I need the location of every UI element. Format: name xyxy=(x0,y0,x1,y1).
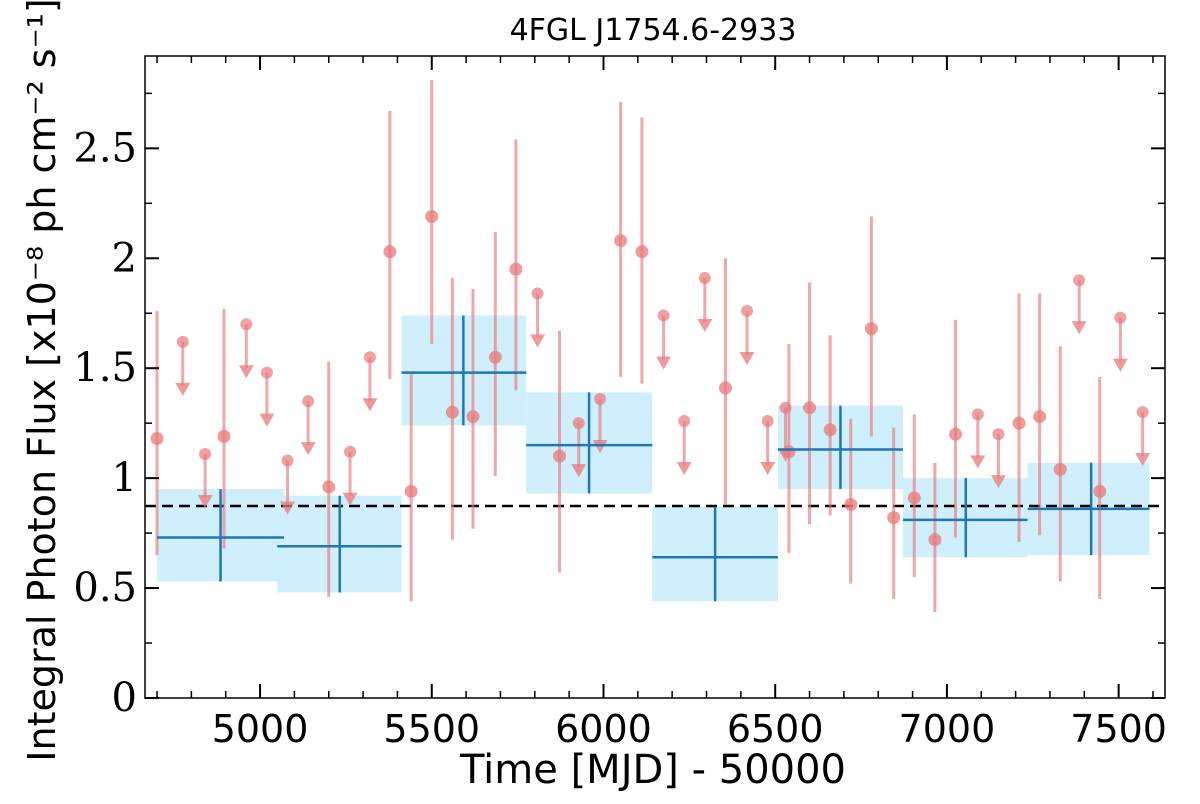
detection-point xyxy=(718,381,732,395)
upper-limit-arrowhead xyxy=(697,319,713,333)
detection-point xyxy=(823,423,837,437)
detection-point xyxy=(928,533,942,547)
y-tick-label: 2.5 xyxy=(73,125,137,171)
upper-limit-arrowhead xyxy=(1071,321,1087,335)
upper-limit-arrowhead xyxy=(259,413,275,427)
plot-frame xyxy=(144,55,1166,699)
upper-limit-arrowhead xyxy=(197,494,213,508)
y-tick-label: 2 xyxy=(112,235,137,281)
upper-limit-point xyxy=(1136,406,1149,419)
detection-point xyxy=(553,449,567,463)
detection-point xyxy=(844,498,858,512)
upper-limit-arrowhead xyxy=(300,442,316,456)
detection-point xyxy=(635,245,649,259)
detection-point xyxy=(803,401,817,415)
upper-limit-point xyxy=(657,309,670,322)
upper-limit-arrowhead xyxy=(238,365,254,379)
x-tick-label: 6500 xyxy=(727,707,824,751)
upper-limit-point xyxy=(678,414,691,427)
upper-limit-arrowhead xyxy=(778,448,794,462)
upper-limit-arrowhead xyxy=(592,439,608,453)
chart-title: 4FGL J1754.6-2933 xyxy=(510,13,797,48)
upper-limit-arrowhead xyxy=(760,461,776,475)
detection-point xyxy=(907,491,921,505)
upper-limit-point xyxy=(176,335,189,348)
upper-limit-arrowhead xyxy=(739,352,755,366)
axis-ticks: 5000 5500 6000 6500 7000 7500 0 0.5 1 1.5 2 2.5 xyxy=(73,56,1167,751)
upper-limit-arrowhead xyxy=(571,464,587,478)
x-tick-label: 7000 xyxy=(899,707,996,751)
short-bin-points xyxy=(150,80,1151,613)
upper-limit-arrowhead xyxy=(990,475,1006,489)
upper-limit-point xyxy=(1114,311,1127,324)
upper-limit-arrowhead xyxy=(1112,358,1128,372)
detection-point xyxy=(322,480,336,494)
upper-limit-arrowhead xyxy=(280,501,296,515)
upper-limit-point xyxy=(741,305,754,318)
upper-limit-point xyxy=(302,395,315,408)
detection-point xyxy=(509,262,523,276)
upper-limit-arrowhead xyxy=(362,398,378,412)
upper-limit-point xyxy=(240,318,253,331)
upper-limit-arrowhead xyxy=(656,356,672,370)
axes-frame xyxy=(144,55,1166,699)
detection-point xyxy=(150,432,164,446)
upper-limit-arrowhead xyxy=(1135,453,1151,467)
detection-point xyxy=(1093,484,1107,498)
x-axis-label: Time [MJD] - 50000 xyxy=(459,747,846,793)
detection-point xyxy=(887,511,901,525)
upper-limit-point xyxy=(531,287,544,300)
upper-limit-point xyxy=(594,392,607,405)
y-tick-label: 1.5 xyxy=(73,345,137,391)
detection-point xyxy=(949,427,963,441)
upper-limit-point xyxy=(572,417,585,430)
x-tick-label: 6000 xyxy=(555,707,652,751)
upper-limit-point xyxy=(992,428,1005,441)
detection-point xyxy=(1012,416,1026,430)
detection-point xyxy=(488,350,502,364)
detection-point xyxy=(466,410,480,424)
upper-limit-point xyxy=(363,351,376,364)
y-tick-label: 0 xyxy=(112,675,137,721)
upper-limit-point xyxy=(698,272,711,285)
detection-point xyxy=(425,210,439,223)
y-tick-label: 1 xyxy=(112,455,137,501)
detection-point xyxy=(445,405,459,419)
upper-limit-arrowhead xyxy=(175,382,191,396)
long-bin-markers xyxy=(157,315,1150,602)
detection-point xyxy=(1033,410,1047,424)
upper-limit-point xyxy=(761,414,774,427)
detection-point xyxy=(404,484,418,498)
upper-limit-point xyxy=(1073,274,1086,287)
x-tick-label: 5500 xyxy=(383,707,480,751)
x-tick-label: 5000 xyxy=(212,707,309,751)
x-tick-label: 7500 xyxy=(1070,707,1167,751)
detection-point xyxy=(864,322,878,336)
upper-limit-arrowhead xyxy=(342,492,358,506)
detection-point xyxy=(614,234,628,248)
upper-limit-arrowhead xyxy=(530,334,546,348)
detection-point xyxy=(383,245,397,259)
upper-limit-point xyxy=(971,408,984,421)
detection-point xyxy=(1053,462,1067,476)
upper-limit-point xyxy=(199,447,212,460)
upper-limit-arrowhead xyxy=(970,455,986,469)
upper-limit-point xyxy=(281,454,294,467)
upper-limit-point xyxy=(260,366,273,379)
detection-point xyxy=(217,429,231,443)
upper-limit-point xyxy=(344,445,357,458)
upper-limit-point xyxy=(779,401,792,414)
upper-limit-arrowhead xyxy=(676,461,692,475)
y-tick-label: 0.5 xyxy=(73,565,137,611)
y-axis-label: Integral Photon Flux [x10⁻⁸ ph cm⁻² s⁻¹] xyxy=(20,0,64,762)
